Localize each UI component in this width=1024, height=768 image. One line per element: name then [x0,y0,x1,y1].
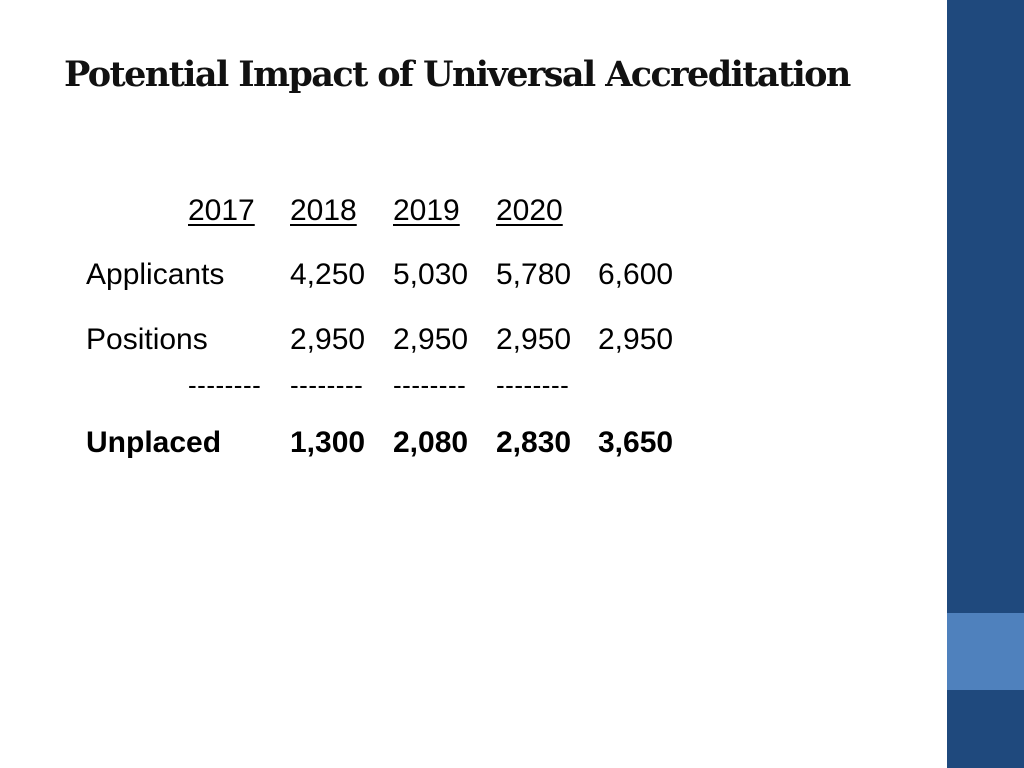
unplaced-value: 2,080 [393,426,469,459]
positions-label: Positions [86,323,208,356]
positions-value: 2,950 [598,323,674,356]
unplaced-label: Unplaced [86,426,222,459]
slide-title: Potential Impact of Universal Accreditat… [64,54,851,95]
unplaced-value: 3,650 [598,426,674,459]
applicants-value: 6,600 [598,258,674,291]
year-header-2018: 2018 [290,194,357,227]
applicants-value: 5,030 [393,258,469,291]
positions-value: 2,950 [290,323,366,356]
separator-dashes: -------- [188,370,262,400]
separator-dashes: -------- [496,370,570,400]
separator-dashes: -------- [393,370,467,400]
applicants-label: Applicants [86,258,225,291]
positions-value: 2,950 [496,323,572,356]
sidebar-accent-block [947,613,1024,690]
year-header-2017: 2017 [188,194,255,227]
year-header-2019: 2019 [393,194,460,227]
unplaced-value: 2,830 [496,426,572,459]
positions-value: 2,950 [393,323,469,356]
applicants-value: 4,250 [290,258,366,291]
unplaced-value: 1,300 [290,426,366,459]
separator-dashes: -------- [290,370,364,400]
accreditation-table: 2017 2018 2019 2020 Applicants 4,250 5,0… [86,194,674,459]
applicants-value: 5,780 [496,258,572,291]
year-header-2020: 2020 [496,194,563,227]
